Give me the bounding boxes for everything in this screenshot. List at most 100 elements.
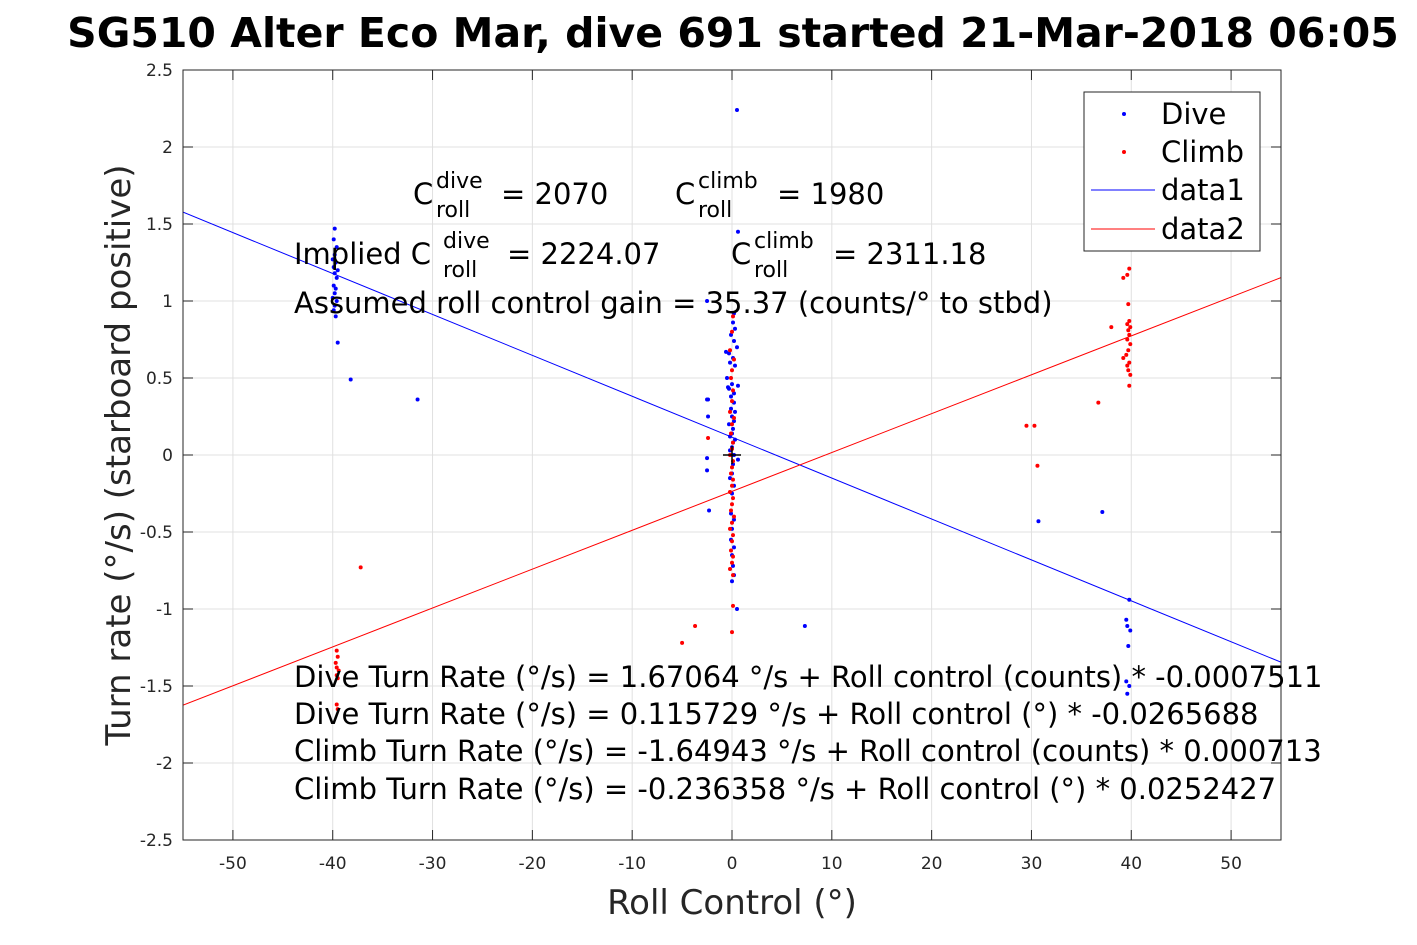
climb-point [1127, 383, 1132, 388]
dive-point [731, 339, 736, 344]
climb-point [1035, 463, 1040, 468]
equation-dive-counts: Dive Turn Rate (°/s) = 1.67064 °/s + Rol… [294, 660, 1322, 694]
climb-point [730, 477, 735, 482]
climb-point [334, 673, 339, 678]
dive-point [729, 332, 734, 337]
dive-point [333, 314, 338, 319]
dive-point [333, 260, 338, 265]
svg-text:climb: climb [754, 229, 814, 254]
climb-point [728, 526, 733, 531]
dive-point [705, 299, 710, 303]
dive-point [729, 394, 734, 399]
legend-data2-label: data2 [1161, 212, 1245, 246]
dive-point [734, 607, 739, 611]
svg-text:= 2070: = 2070 [501, 177, 608, 211]
c-roll-dive-sup: dive [436, 169, 483, 194]
climb-point [730, 630, 734, 635]
dive-point [1126, 643, 1131, 648]
dive-point [1125, 691, 1130, 696]
climb-point [335, 654, 340, 659]
dive-point [732, 363, 737, 368]
implied-dive-sub: roll [443, 258, 477, 283]
climb-point [1128, 325, 1133, 330]
climb-point [730, 539, 734, 544]
dive-point [732, 326, 737, 331]
dive-point [731, 545, 736, 550]
dive-point [724, 349, 729, 354]
x-tick-label: -50 [219, 854, 247, 874]
implied-climb-base: C [731, 237, 751, 271]
dive-point [725, 376, 730, 380]
dive-point [415, 397, 420, 402]
dive-point [734, 108, 739, 113]
y-tick-label: 2.5 [146, 61, 173, 81]
c-roll-climb-sub: roll [698, 198, 732, 223]
climb-point [730, 533, 735, 538]
climb-point [1126, 302, 1131, 307]
c-roll-climb-base: C [675, 177, 695, 211]
dive-point [730, 563, 735, 568]
climb-point [334, 665, 339, 670]
climb-point [730, 560, 734, 565]
chart-title: SG510 Alter Eco Mar, dive 691 started 21… [67, 9, 1399, 57]
dive-point [731, 419, 736, 424]
climb-point [730, 465, 734, 470]
equation-climb-counts: Climb Turn Rate (°/s) = -1.64943 °/s + R… [294, 734, 1322, 768]
legend-dive-marker [1122, 112, 1126, 116]
c-roll-dive-base: C [413, 177, 433, 211]
climb-point [730, 440, 735, 445]
dive-point [334, 275, 339, 280]
dive-point [727, 351, 732, 356]
dive-point [731, 391, 736, 396]
y-tick-label: -2.5 [140, 831, 173, 851]
x-axis-label: Roll Control (°) [607, 883, 857, 923]
dive-point [727, 386, 732, 391]
dive-point [334, 299, 339, 303]
climb-point [729, 508, 734, 513]
svg-text:C: C [675, 177, 695, 211]
c-roll-climb-value: = 1980 [777, 177, 884, 211]
climb-point [335, 707, 340, 712]
dive-point [330, 257, 335, 262]
climb-point [1096, 400, 1101, 405]
dive-point [332, 252, 337, 257]
climb-point [1125, 363, 1130, 368]
legend-data1-label: data1 [1161, 173, 1245, 207]
dive-point [706, 397, 711, 402]
dive-point [335, 340, 340, 345]
climb-point [730, 483, 734, 488]
c-roll-climb-sup: climb [698, 169, 758, 194]
climb-point [729, 376, 734, 380]
fit-line-data2 [183, 277, 1281, 706]
dive-point [728, 434, 733, 439]
implied-dive-prefix: Implied C [294, 237, 431, 271]
climb-point [1024, 423, 1029, 428]
svg-text:roll: roll [436, 198, 470, 223]
x-tick-label: 20 [921, 854, 943, 874]
climb-point [1127, 332, 1132, 337]
climb-point [728, 348, 733, 353]
x-tick-label: -10 [618, 854, 646, 874]
implied-dive-value: = 2224.07 [507, 237, 660, 271]
implied-dive-sup: dive [443, 229, 490, 254]
c-roll-dive-value: = 2070 [501, 177, 608, 211]
legend-climb-label: Climb [1161, 135, 1244, 169]
climb-point [1121, 355, 1126, 360]
dive-point [730, 579, 734, 584]
climb-point [1109, 325, 1114, 330]
equation-dive-degrees: Dive Turn Rate (°/s) = 0.115729 °/s + Ro… [294, 697, 1259, 731]
legend-item-data1: data1 [1091, 173, 1245, 207]
climb-point [730, 502, 734, 507]
climb-point [728, 566, 733, 571]
climb-point [1126, 328, 1131, 333]
climb-point [730, 520, 734, 525]
dive-point [331, 283, 336, 288]
dive-point [732, 409, 737, 414]
svg-text:= 1980: = 1980 [777, 177, 884, 211]
climb-point [730, 388, 735, 393]
dive-point [727, 422, 732, 427]
climb-point [730, 368, 734, 373]
dive-point [730, 320, 735, 325]
climb-point [1127, 266, 1132, 271]
implied-dive-annotation: Implied C dive roll = 2224.07 [294, 229, 660, 283]
